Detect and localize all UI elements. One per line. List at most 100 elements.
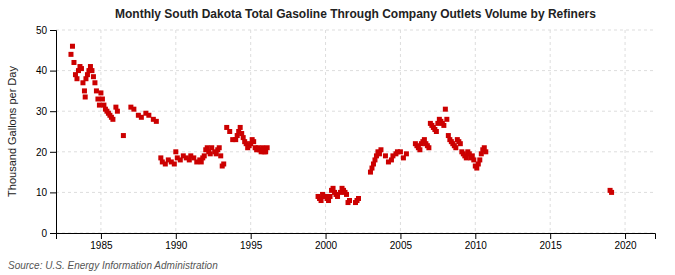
point [238, 125, 243, 130]
point [221, 161, 226, 166]
point [426, 145, 431, 150]
grid-line [56, 151, 655, 152]
point [483, 149, 488, 154]
tick: 2010 [465, 233, 488, 251]
tick: 50 [36, 25, 56, 36]
point [139, 115, 144, 120]
tick-label: 10 [36, 187, 48, 198]
tick-mark [176, 233, 177, 239]
point [265, 145, 270, 150]
tick-label: 1985 [90, 240, 113, 251]
point [217, 145, 222, 150]
tick-mark [50, 233, 56, 234]
point [131, 107, 136, 112]
grid-line [325, 30, 326, 233]
tick: 1985 [90, 233, 113, 251]
point [202, 153, 207, 158]
tick: 2005 [390, 233, 413, 251]
tick-label: 40 [36, 65, 48, 76]
tick-label: 50 [36, 25, 48, 36]
point [218, 153, 223, 158]
point [344, 192, 349, 197]
point [97, 103, 102, 108]
tick-mark [251, 233, 252, 239]
marks [68, 44, 614, 205]
point [453, 145, 458, 150]
tick-mark [50, 192, 56, 193]
grid-line [56, 70, 655, 71]
point [444, 117, 449, 122]
point [82, 88, 87, 93]
point [92, 80, 97, 85]
tick: 2000 [315, 233, 338, 251]
point [471, 157, 476, 162]
y-axis: 0 10 20 30 40 50 [36, 25, 57, 239]
grid-line [56, 192, 655, 193]
tick-label: 20 [36, 147, 48, 158]
point [115, 109, 120, 114]
tick: 0 [41, 228, 56, 239]
point [328, 194, 333, 199]
tick-mark [400, 233, 401, 239]
grid-line [475, 30, 476, 233]
point [441, 123, 446, 128]
chart: 1985 1990 1995 2000 2005 2010 2015 2020 0 10 20 30 4… [0, 0, 675, 275]
tick-label: 30 [36, 106, 48, 117]
point [146, 113, 151, 118]
x-axis: 1985 1990 1995 2000 2005 2010 2015 2020 [57, 233, 656, 251]
tick-label: 2020 [614, 240, 637, 251]
point [477, 157, 482, 162]
tick-mark [101, 233, 102, 239]
point [434, 129, 439, 134]
tick-label: 0 [41, 228, 47, 239]
point [609, 190, 614, 195]
point [110, 117, 115, 122]
tick: 1990 [165, 233, 188, 251]
tick-label: 1995 [240, 240, 263, 251]
point [83, 94, 88, 99]
point [347, 198, 352, 203]
point [154, 119, 159, 124]
y-axis-title: Thousand Gallons per Day [6, 66, 18, 197]
point [172, 161, 177, 166]
grid-line [400, 30, 401, 233]
tick-mark [550, 233, 551, 239]
tick-mark [50, 111, 56, 112]
tick: 30 [36, 106, 56, 117]
plot: 1985 1990 1995 2000 2005 2010 2015 2020 0 10 20 30 4… [36, 25, 656, 251]
axis-line [50, 31, 57, 234]
source: Source: U.S. Energy Information Administ… [8, 260, 218, 271]
point [71, 60, 76, 65]
point [70, 44, 75, 49]
tick-mark [475, 233, 476, 239]
grid-line [550, 30, 551, 233]
point [208, 151, 213, 156]
tick-mark [50, 30, 56, 31]
point [98, 90, 103, 95]
tick-label: 2015 [540, 240, 563, 251]
point [89, 68, 94, 73]
point [227, 129, 232, 134]
point [398, 149, 403, 154]
tick: 2015 [540, 233, 563, 251]
tick-label: 2010 [465, 240, 488, 251]
tick: 1995 [240, 233, 263, 251]
axis-line [57, 234, 656, 240]
point [404, 151, 409, 156]
tick: 20 [36, 147, 56, 158]
grid-line [175, 30, 176, 233]
point [95, 97, 100, 102]
point [458, 141, 463, 146]
point [94, 88, 99, 93]
point [356, 196, 361, 201]
point [383, 153, 388, 158]
point [121, 133, 126, 138]
point [91, 74, 96, 79]
point [173, 149, 178, 154]
grid-line [100, 30, 101, 233]
tick-label: 2005 [390, 240, 413, 251]
point [74, 76, 79, 81]
point [251, 139, 256, 144]
point [68, 52, 73, 57]
tick: 2020 [614, 233, 637, 251]
